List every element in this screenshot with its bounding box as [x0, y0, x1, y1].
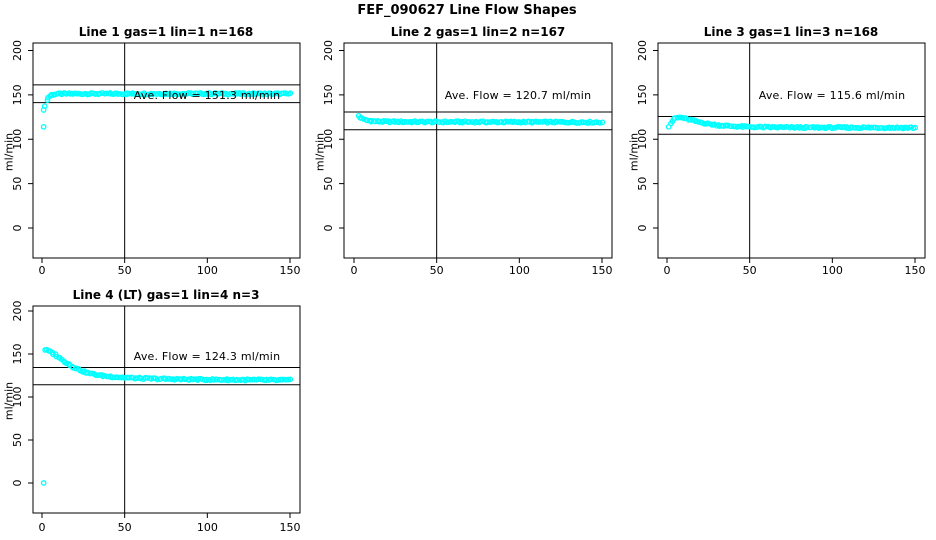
panel-2-ave-flow-label: Ave. Flow = 120.7 ml/min — [444, 89, 592, 102]
svg-text:200: 200 — [636, 40, 649, 61]
panel-3-ave-flow-label: Ave. Flow = 115.6 ml/min — [758, 89, 906, 102]
svg-text:100: 100 — [197, 521, 218, 534]
svg-text:200: 200 — [11, 40, 24, 61]
panel-2-y-axis-label: ml/min — [313, 132, 327, 172]
panel-1-y-axis-label: ml/min — [2, 132, 16, 172]
svg-text:0: 0 — [351, 264, 358, 277]
svg-text:0: 0 — [39, 264, 46, 277]
svg-text:0: 0 — [636, 225, 649, 232]
svg-text:50: 50 — [430, 264, 444, 277]
panel-4-title: Line 4 (LT) gas=1 lin=4 n=3 — [72, 288, 260, 302]
svg-text:50: 50 — [118, 264, 132, 277]
svg-text:50: 50 — [322, 177, 335, 191]
svg-text:50: 50 — [636, 177, 649, 191]
svg-text:200: 200 — [322, 40, 335, 61]
panel-3-title: Line 3 gas=1 lin=3 n=168 — [703, 25, 879, 39]
panel-3-y-axis-label: ml/min — [627, 132, 641, 172]
svg-text:50: 50 — [743, 264, 757, 277]
svg-text:100: 100 — [197, 264, 218, 277]
svg-text:0: 0 — [39, 521, 46, 534]
svg-text:100: 100 — [322, 129, 335, 150]
figure-title: FEF_090627 Line Flow Shapes — [357, 3, 577, 18]
svg-text:150: 150 — [11, 344, 24, 365]
panel-1-ave-flow-label: Ave. Flow = 151.3 ml/min — [133, 89, 281, 102]
panel-4-plot: 0 50 100 150 0 50 100 150 200 — [11, 301, 301, 534]
svg-text:100: 100 — [822, 264, 843, 277]
svg-text:150: 150 — [592, 264, 613, 277]
panel-2-plot: 0 50 100 150 0 50 100 150 200 — [322, 40, 613, 277]
panel-3-plot: 0 50 100 150 0 50 100 150 200 — [636, 40, 926, 277]
panel-4-y-axis-label: ml/min — [2, 381, 16, 421]
svg-text:0: 0 — [11, 480, 24, 487]
svg-text:50: 50 — [118, 521, 132, 534]
svg-text:150: 150 — [280, 264, 301, 277]
svg-text:150: 150 — [11, 84, 24, 105]
panel-1-plot: 0 50 100 150 0 50 100 150 200 — [11, 40, 301, 277]
svg-text:0: 0 — [322, 225, 335, 232]
svg-text:100: 100 — [636, 129, 649, 150]
svg-text:150: 150 — [636, 84, 649, 105]
svg-text:100: 100 — [11, 387, 24, 408]
panel-2-title: Line 2 gas=1 lin=2 n=167 — [390, 25, 566, 39]
svg-text:0: 0 — [11, 225, 24, 232]
svg-text:200: 200 — [11, 301, 24, 322]
svg-text:150: 150 — [280, 521, 301, 534]
svg-text:0: 0 — [664, 264, 671, 277]
svg-text:150: 150 — [322, 84, 335, 105]
panel-1-title: Line 1 gas=1 lin=1 n=168 — [78, 25, 254, 39]
svg-text:50: 50 — [11, 177, 24, 191]
svg-text:50: 50 — [11, 433, 24, 447]
panel-4-ave-flow-label: Ave. Flow = 124.3 ml/min — [133, 350, 281, 363]
svg-text:100: 100 — [11, 129, 24, 150]
svg-text:100: 100 — [509, 264, 530, 277]
svg-text:150: 150 — [905, 264, 926, 277]
